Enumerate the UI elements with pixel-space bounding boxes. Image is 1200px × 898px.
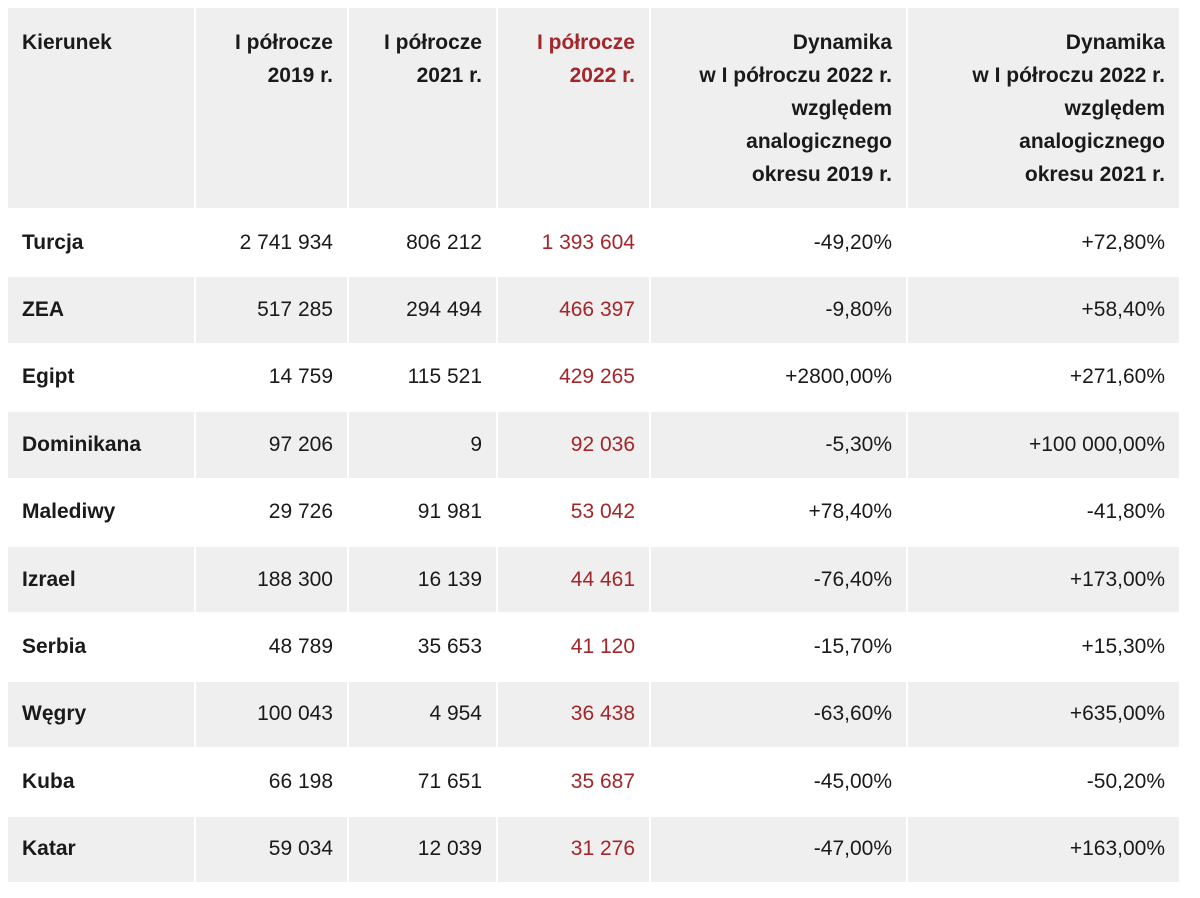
row-label: Kuba xyxy=(8,749,194,815)
header-row: Kierunek I półrocze 2019 r. I półrocze 202… xyxy=(8,8,1179,208)
cell: 35 653 xyxy=(349,614,496,680)
cell: -15,70% xyxy=(651,614,906,680)
cell: 41 120 xyxy=(498,614,649,680)
table-row: Dominikana 97 206 9 92 036 -5,30% +100 000,00… xyxy=(8,412,1179,478)
cell: 806 212 xyxy=(349,210,496,276)
cell: 9 xyxy=(349,412,496,478)
row-label: ZEA xyxy=(8,277,194,343)
cell: 429 265 xyxy=(498,344,649,411)
header-cell: I półrocze 2019 r. xyxy=(196,8,347,208)
cell: +100 000,00% xyxy=(908,412,1179,478)
cell: -47,00% xyxy=(651,816,906,882)
table-body: Turcja 2 741 934 806 212 1 393 604 -49,20% +7… xyxy=(8,210,1179,882)
row-label: Katar xyxy=(8,816,194,882)
cell: +163,00% xyxy=(908,816,1179,882)
table-row: Malediwy 29 726 91 981 53 042 +78,40% -41,80% xyxy=(8,479,1179,545)
cell: 4 954 xyxy=(349,681,496,748)
table-row: ZEA 517 285 294 494 466 397 -9,80% +58,40% xyxy=(8,277,1179,343)
table-row: Izrael 188 300 16 139 44 461 -76,40% +173,00% xyxy=(8,546,1179,613)
cell: 12 039 xyxy=(349,816,496,882)
row-label: Węgry xyxy=(8,681,194,748)
row-label: Egipt xyxy=(8,344,194,411)
header-cell: Dynamika w I półroczu 2022 r. względem a… xyxy=(908,8,1179,208)
cell: 100 043 xyxy=(196,681,347,748)
cell: 1 393 604 xyxy=(498,210,649,276)
header-cell: Kierunek xyxy=(8,8,194,208)
table-row: Katar 59 034 12 039 31 276 -47,00% +163,00% xyxy=(8,816,1179,882)
cell: 29 726 xyxy=(196,479,347,545)
cell: -49,20% xyxy=(651,210,906,276)
cell: +72,80% xyxy=(908,210,1179,276)
cell: 14 759 xyxy=(196,344,347,411)
header-cell: I półrocze 2021 r. xyxy=(349,8,496,208)
cell: +271,60% xyxy=(908,344,1179,411)
cell: 36 438 xyxy=(498,681,649,748)
cell: 59 034 xyxy=(196,816,347,882)
cell: 53 042 xyxy=(498,479,649,545)
table-row: Kuba 66 198 71 651 35 687 -45,00% -50,20% xyxy=(8,749,1179,815)
cell: -5,30% xyxy=(651,412,906,478)
cell: 44 461 xyxy=(498,546,649,613)
cell: 517 285 xyxy=(196,277,347,343)
cell: +78,40% xyxy=(651,479,906,545)
cell: 2 741 934 xyxy=(196,210,347,276)
cell: +173,00% xyxy=(908,546,1179,613)
cell: -76,40% xyxy=(651,546,906,613)
cell: 294 494 xyxy=(349,277,496,343)
row-label: Malediwy xyxy=(8,479,194,545)
cell: +58,40% xyxy=(908,277,1179,343)
cell: -50,20% xyxy=(908,749,1179,815)
cell: 92 036 xyxy=(498,412,649,478)
row-label: Dominikana xyxy=(8,412,194,478)
cell: 66 198 xyxy=(196,749,347,815)
cell: +15,30% xyxy=(908,614,1179,680)
header-cell: Dynamika w I półroczu 2022 r. względem a… xyxy=(651,8,906,208)
table-row: Serbia 48 789 35 653 41 120 -15,70% +15,30% xyxy=(8,614,1179,680)
row-label: Serbia xyxy=(8,614,194,680)
cell: 31 276 xyxy=(498,816,649,882)
cell: -45,00% xyxy=(651,749,906,815)
cell: 188 300 xyxy=(196,546,347,613)
cell: +2800,00% xyxy=(651,344,906,411)
header-cell: I półrocze 2022 r. xyxy=(498,8,649,208)
table-row: Turcja 2 741 934 806 212 1 393 604 -49,20% +7… xyxy=(8,210,1179,276)
cell: +635,00% xyxy=(908,681,1179,748)
row-label: Turcja xyxy=(8,210,194,276)
row-label: Izrael xyxy=(8,546,194,613)
cell: 35 687 xyxy=(498,749,649,815)
cell: 71 651 xyxy=(349,749,496,815)
cell: -63,60% xyxy=(651,681,906,748)
cell: 466 397 xyxy=(498,277,649,343)
cell: 16 139 xyxy=(349,546,496,613)
cell: -41,80% xyxy=(908,479,1179,545)
cell: -9,80% xyxy=(651,277,906,343)
table-row: Węgry 100 043 4 954 36 438 -63,60% +635,00% xyxy=(8,681,1179,748)
table-row: Egipt 14 759 115 521 429 265 +2800,00% +271,6… xyxy=(8,344,1179,411)
data-table: Kierunek I półrocze 2019 r. I półrocze 202… xyxy=(6,6,1181,884)
cell: 48 789 xyxy=(196,614,347,680)
cell: 91 981 xyxy=(349,479,496,545)
cell: 97 206 xyxy=(196,412,347,478)
cell: 115 521 xyxy=(349,344,496,411)
